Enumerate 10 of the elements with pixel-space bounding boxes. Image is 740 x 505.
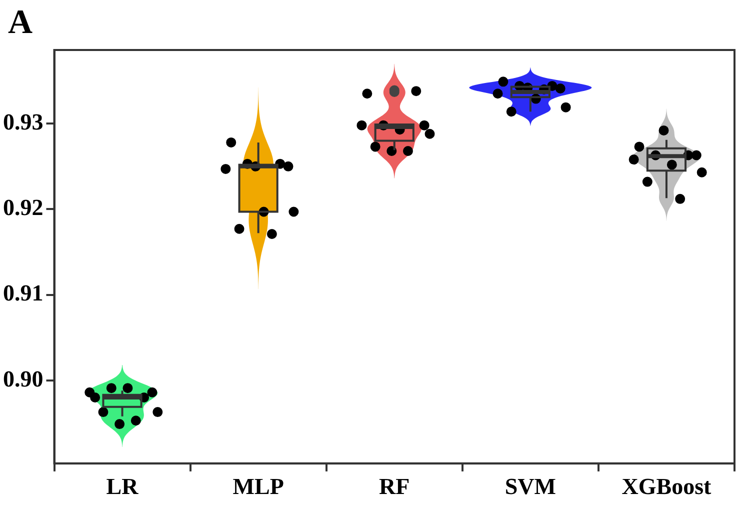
y-tick-label: 0.90 [3, 366, 44, 392]
y-tick-label: 0.93 [3, 110, 44, 135]
x-tick-label: MLP [232, 474, 284, 500]
chart-title: A [8, 4, 33, 42]
x-tick-label: SVM [504, 474, 556, 500]
x-tick-label: RF [379, 474, 410, 500]
y-tick-label: 0.91 [3, 280, 44, 306]
x-tick-label: XGBoost [622, 474, 712, 500]
y-tick-label: 0.92 [3, 195, 44, 220]
x-tick-label: LR [106, 474, 139, 500]
